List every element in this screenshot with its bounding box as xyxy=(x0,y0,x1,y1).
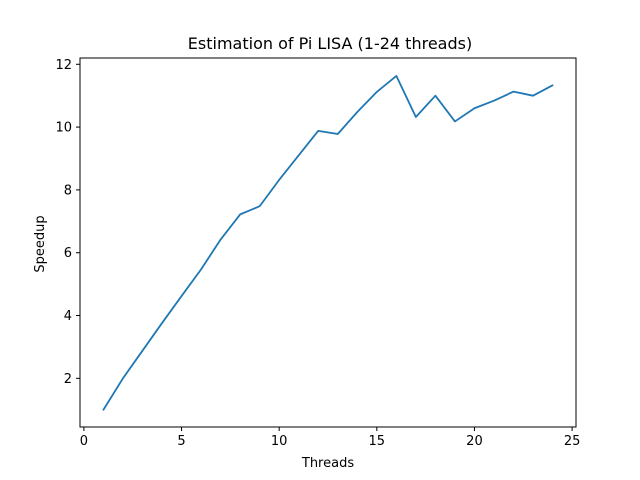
y-tick-label: 6 xyxy=(64,246,72,261)
x-tick-label: 0 xyxy=(80,434,88,449)
x-tick-label: 15 xyxy=(369,434,386,449)
x-tick-label: 25 xyxy=(564,434,581,449)
y-tick-label: 8 xyxy=(64,183,72,198)
y-tick-label: 12 xyxy=(55,58,72,73)
y-axis-label: Speedup xyxy=(33,215,48,272)
plot-frame xyxy=(79,57,577,428)
speedup-series-line xyxy=(102,75,554,411)
y-axis-ticks: 2 4 6 8 10 12 xyxy=(55,58,80,387)
y-tick-label: 10 xyxy=(55,121,72,136)
x-tick-label: 5 xyxy=(177,434,185,449)
chart-title: Estimation of Pi LISA (1-24 threads) xyxy=(188,34,472,53)
plot-area xyxy=(79,57,577,428)
y-tick-label: 2 xyxy=(64,372,72,387)
y-tick-label: 4 xyxy=(64,309,72,324)
x-tick-label: 10 xyxy=(271,434,288,449)
x-tick-label: 20 xyxy=(466,434,483,449)
x-axis-label: Threads xyxy=(301,456,354,471)
x-axis-ticks: 0 5 10 15 20 25 xyxy=(80,427,581,449)
